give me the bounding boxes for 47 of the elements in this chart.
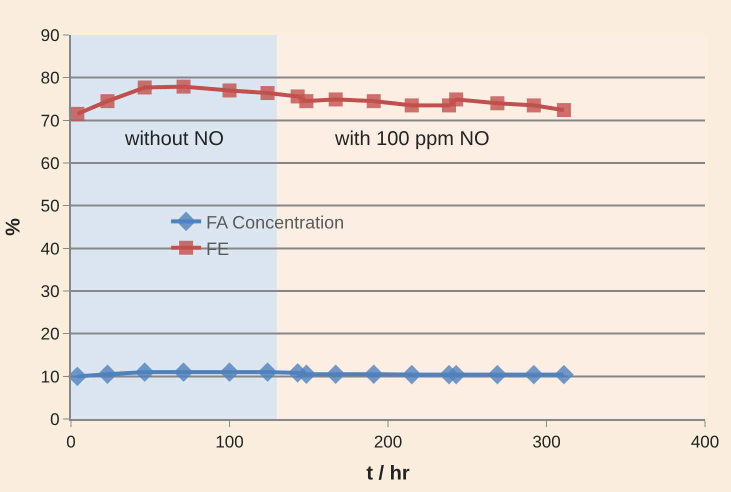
- point: [524, 364, 544, 384]
- point: [70, 106, 84, 121]
- y-tick-label: 90: [40, 26, 60, 45]
- y-tick-label: 70: [40, 111, 60, 130]
- band-label: with 100 ppm NO: [334, 128, 490, 150]
- x-tick-label: 400: [690, 432, 720, 452]
- y-tick-label: 60: [40, 154, 60, 173]
- point: [488, 364, 508, 384]
- y-tick-label: 50: [40, 196, 60, 216]
- x-tick-label: 100: [215, 432, 244, 452]
- point: [328, 92, 343, 106]
- x-tick-label: 300: [532, 432, 561, 452]
- point: [554, 364, 574, 384]
- y-tick-label: 20: [40, 324, 60, 344]
- point: [402, 364, 422, 384]
- y-tick-label: 30: [40, 282, 60, 301]
- x-tick-label: 200: [374, 432, 402, 452]
- point: [100, 94, 114, 108]
- point: [490, 96, 504, 110]
- point: [364, 364, 384, 384]
- point: [222, 83, 236, 98]
- point: [556, 103, 571, 118]
- y-tick-label: 40: [40, 239, 60, 258]
- point: [260, 86, 275, 100]
- band-label: without NO: [124, 128, 224, 150]
- point: [174, 362, 194, 382]
- point: [138, 80, 152, 94]
- y-tick-label: 80: [40, 68, 60, 88]
- point: [98, 364, 118, 384]
- x-axis-title: t / hr: [366, 462, 410, 484]
- point: [258, 362, 278, 382]
- y-tick-label: 0: [50, 410, 60, 429]
- point: [299, 94, 314, 108]
- point: [404, 98, 419, 112]
- point: [449, 92, 464, 106]
- point: [134, 362, 154, 382]
- point: [220, 362, 240, 382]
- y-tick-label: 10: [40, 367, 60, 386]
- legend-label: FA Concentration: [206, 212, 344, 232]
- point: [68, 366, 88, 386]
- point: [326, 364, 346, 384]
- point: [296, 364, 316, 384]
- point: [366, 94, 381, 108]
- point: [176, 80, 191, 94]
- x-tick-label: 0: [66, 432, 76, 452]
- y-axis-title: %: [2, 218, 25, 236]
- point: [526, 98, 541, 112]
